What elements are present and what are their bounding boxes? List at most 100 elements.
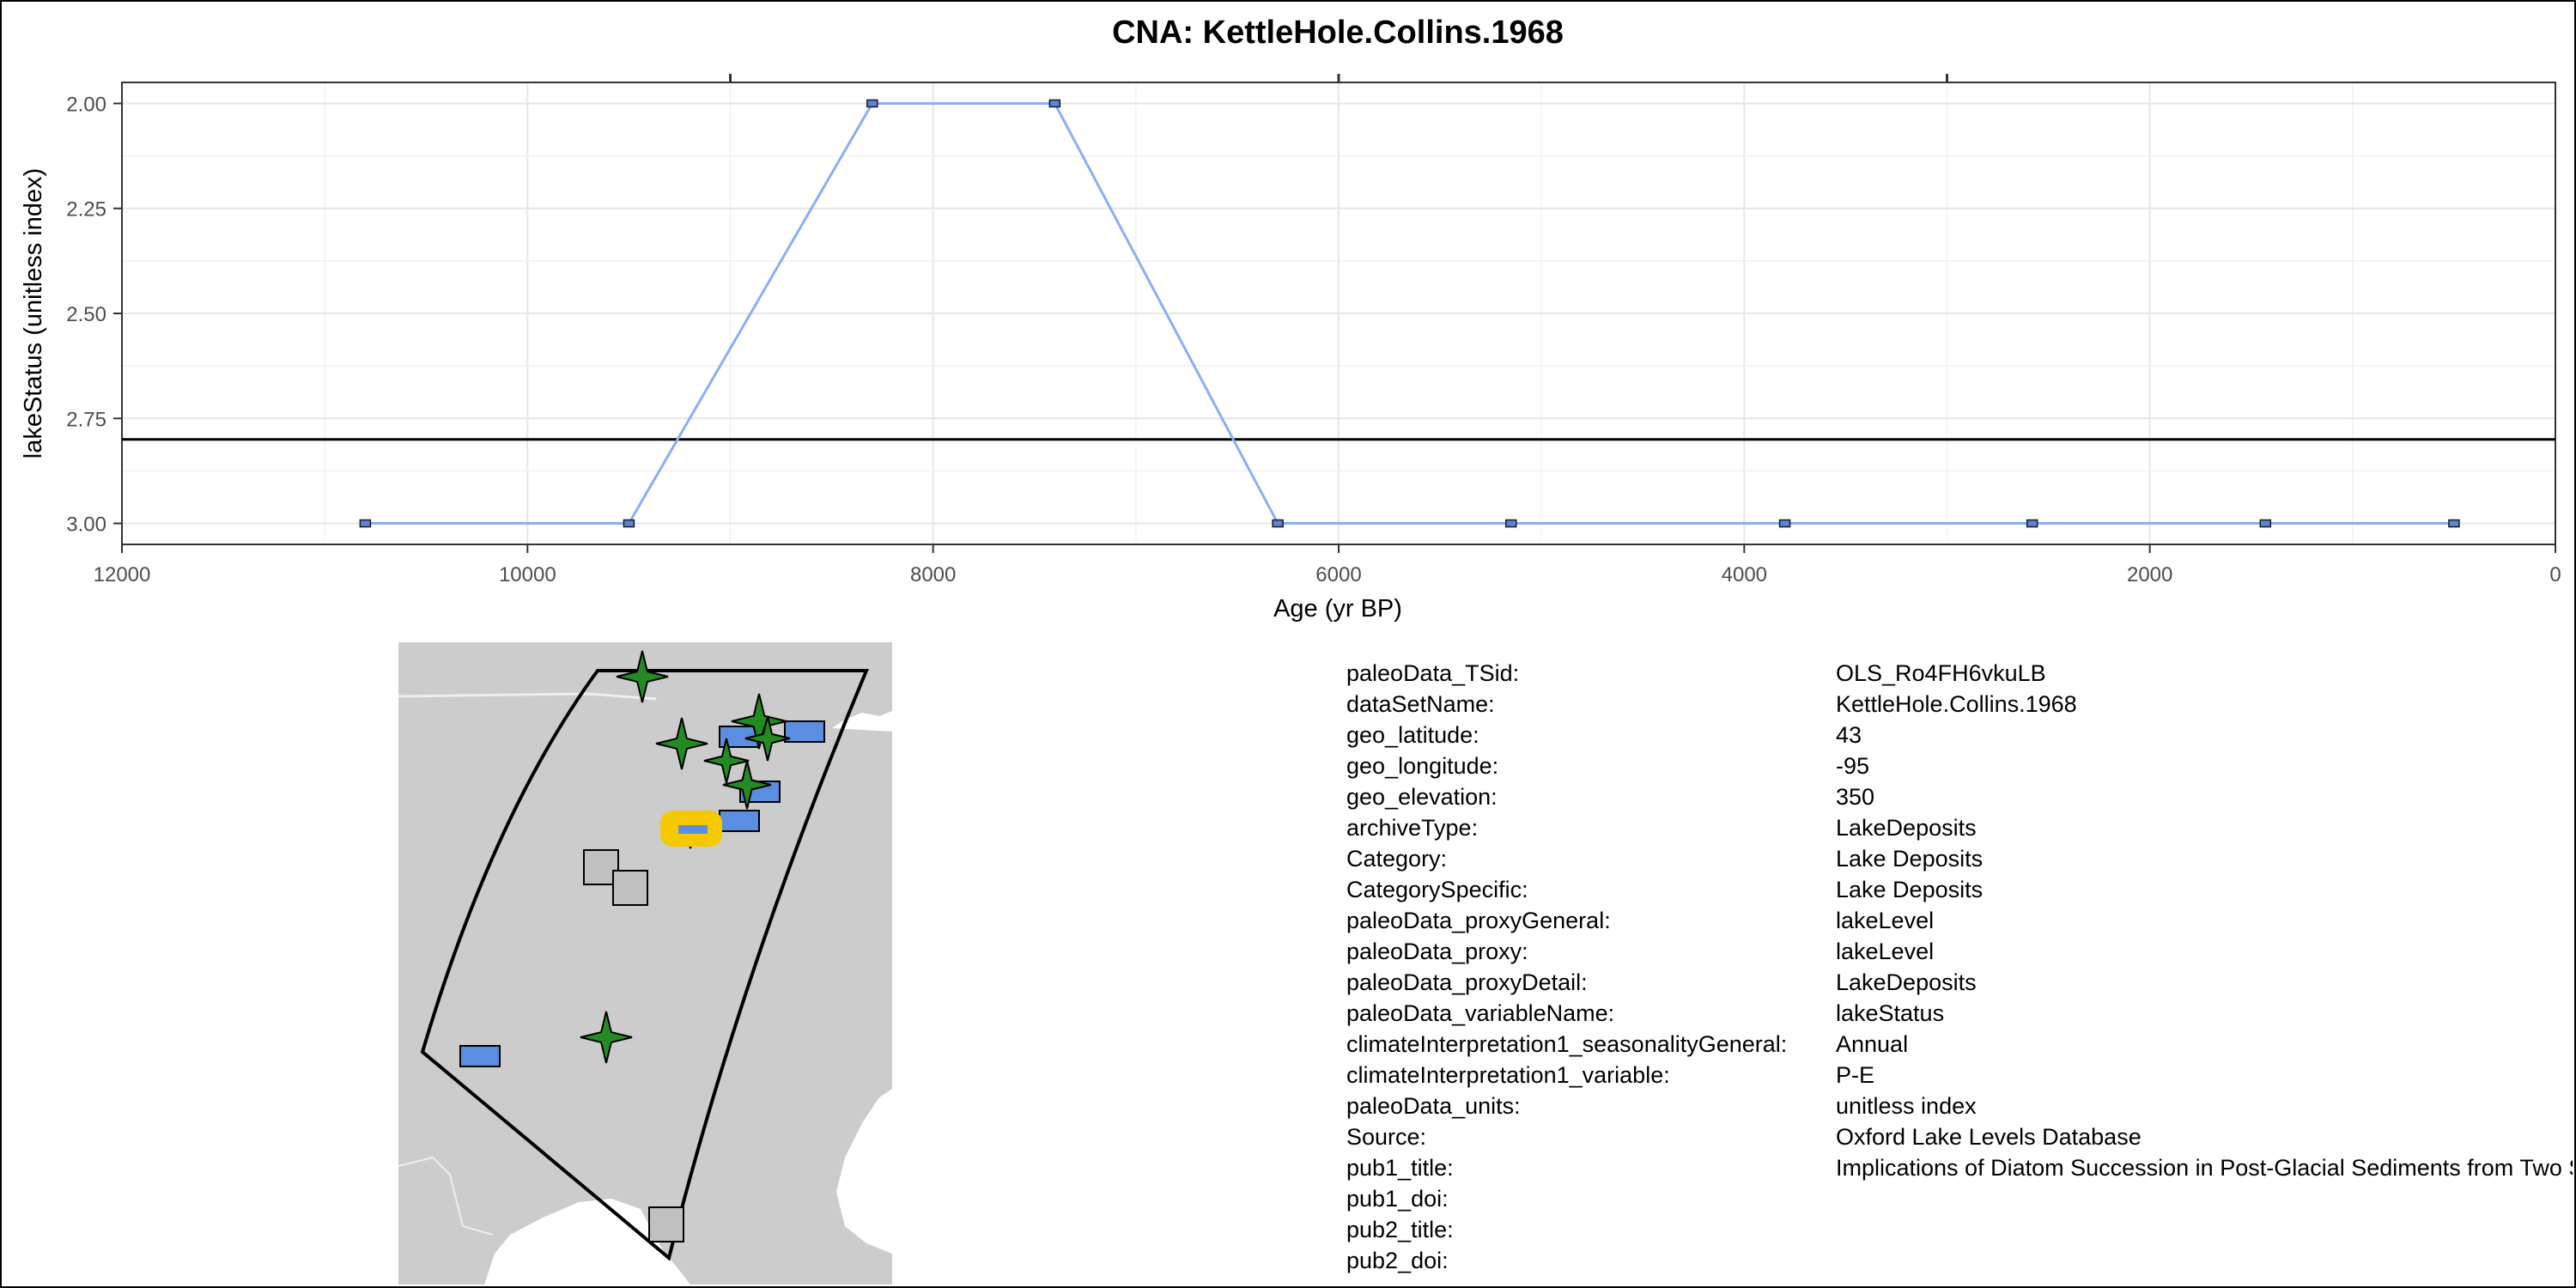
map-land xyxy=(398,642,892,1285)
metadata-value: unitless index xyxy=(1836,1093,1977,1119)
blue-rect-marker xyxy=(784,720,825,743)
metadata-value: KettleHole.Collins.1968 xyxy=(1836,691,2077,717)
metadata-value: P-E xyxy=(1836,1062,1875,1088)
metadata-row: paleoData_proxyGeneral: lakeLevel xyxy=(1346,905,2573,936)
map-border-line xyxy=(398,692,657,701)
map-water-north xyxy=(832,711,892,732)
metadata-value: 43 xyxy=(1836,722,1862,748)
green-star-marker xyxy=(722,760,772,810)
metadata-value: 350 xyxy=(1836,784,1875,810)
y-axis-label: lakeStatus (unitless index) xyxy=(20,168,47,459)
metadata-value: Oxford Lake Levels Database xyxy=(1836,1124,2142,1150)
blue-rect-marker xyxy=(459,1045,501,1067)
metadata-key: paleoData_TSid: xyxy=(1346,660,1520,686)
metadata-value: lakeLevel xyxy=(1836,939,1935,964)
green-star-marker xyxy=(655,717,708,770)
x-tick-label: 6000 xyxy=(1315,563,1361,586)
x-tick-label: 8000 xyxy=(910,563,956,586)
metadata-key: pub2_title: xyxy=(1346,1217,1454,1242)
data-point xyxy=(359,519,372,528)
metadata-key: pub2_doi: xyxy=(1346,1248,1449,1273)
metadata-key: CategorySpecific: xyxy=(1346,877,1528,902)
x-tick-label: 0 xyxy=(2549,563,2561,586)
gray-square-marker xyxy=(612,870,648,906)
y-tick-label: 3.00 xyxy=(66,513,106,537)
metadata-key: Category: xyxy=(1346,846,1448,872)
metadata-value: OLS_Ro4FH6vkuLB xyxy=(1836,660,2046,686)
data-point xyxy=(1504,519,1517,528)
data-point xyxy=(2026,519,2038,528)
metadata-value: Lake Deposits xyxy=(1836,877,1984,902)
metadata-row: pub2_doi: xyxy=(1346,1245,2573,1276)
green-star-marker xyxy=(580,1011,633,1064)
metadata-row: geo_longitude: -95 xyxy=(1346,750,2573,781)
lake-status-chart: CNA: KettleHole.Collins.1968 12000 10000 8… xyxy=(20,15,2561,623)
data-point xyxy=(1778,519,1791,528)
x-tick-label: 12000 xyxy=(94,563,151,586)
data-point xyxy=(1272,519,1284,528)
metadata-key: dataSetName: xyxy=(1346,691,1495,717)
metadata-row: paleoData_proxyDetail: LakeDeposits xyxy=(1346,967,2573,998)
selected-site-rect xyxy=(678,825,708,834)
gray-square-markers xyxy=(583,849,684,1242)
metadata-table: paleoData_TSid: OLS_Ro4FH6vkuLB dataSetNam… xyxy=(1346,658,2573,1285)
y-tick-label: 2.50 xyxy=(66,303,106,326)
metadata-key: paleoData_proxyDetail: xyxy=(1346,969,1588,995)
metadata-key: archiveType: xyxy=(1346,815,1479,841)
green-star-marker xyxy=(616,650,669,703)
metadata-value: -95 xyxy=(1836,753,1870,779)
metadata-row: climateInterpretation1_variable: P-E xyxy=(1346,1060,2573,1091)
data-point xyxy=(866,99,878,108)
chart-title: CNA: KettleHole.Collins.1968 xyxy=(1112,15,1564,51)
metadata-value: Annual xyxy=(1836,1031,1909,1057)
metadata-key: paleoData_units: xyxy=(1346,1093,1521,1119)
grid xyxy=(121,82,2556,544)
metadata-key: paleoData_variableName: xyxy=(1346,1000,1615,1026)
x-tick-label: 10000 xyxy=(499,563,556,586)
green-star-marker xyxy=(731,693,787,750)
metadata-row: geo_elevation: 350 xyxy=(1346,781,2573,812)
metadata-key: geo_longitude: xyxy=(1346,753,1499,779)
data-point xyxy=(2448,519,2460,528)
metadata-key: geo_elevation: xyxy=(1346,784,1498,810)
metadata-key: paleoData_proxyGeneral: xyxy=(1346,908,1611,933)
metadata-row: climateInterpretation1_seasonalityGenera… xyxy=(1346,1029,2573,1060)
axis-ticks: 12000 10000 8000 6000 4000 2000 0 2.00 2.25 2.50 2… xyxy=(66,74,2561,586)
y-tick-label: 2.75 xyxy=(66,408,106,431)
series-line xyxy=(365,101,2454,526)
green-star-marker xyxy=(744,715,791,762)
blue-rect-marker xyxy=(719,810,760,832)
map-border-line-south xyxy=(398,1156,494,1236)
data-point xyxy=(623,519,635,528)
metadata-row: pub1_title: Implications of Diatom Succes… xyxy=(1346,1152,2573,1183)
x-tick-label: 4000 xyxy=(1722,563,1767,586)
metadata-key: climateInterpretation1_variable: xyxy=(1346,1062,1670,1088)
series-markers xyxy=(359,99,2460,528)
metadata-row: paleoData_units: unitless index xyxy=(1346,1091,2573,1121)
map-water-gulf xyxy=(484,1199,690,1285)
metadata-row: paleoData_variableName: lakeStatus xyxy=(1346,998,2573,1029)
metadata-value: LakeDeposits xyxy=(1836,815,1977,841)
selected-site-marker xyxy=(660,811,722,847)
data-point xyxy=(2259,519,2272,528)
metadata-key: pub1_title: xyxy=(1346,1155,1454,1181)
y-tick-label: 2.25 xyxy=(66,198,106,222)
y-tick-label: 2.00 xyxy=(66,93,106,116)
metadata-row: archiveType: LakeDeposits xyxy=(1346,812,2573,843)
x-axis-label: Age (yr BP) xyxy=(1273,595,1402,623)
x-tick-label: 2000 xyxy=(2127,563,2172,586)
metadata-key: geo_latitude: xyxy=(1346,722,1479,748)
metadata-row: Category: Lake Deposits xyxy=(1346,843,2573,874)
metadata-row: CategorySpecific: Lake Deposits xyxy=(1346,874,2573,905)
metadata-row: Source: Oxford Lake Levels Database xyxy=(1346,1121,2573,1152)
metadata-value: lakeLevel xyxy=(1836,908,1935,933)
metadata-key: paleoData_proxy: xyxy=(1346,939,1528,964)
data-point xyxy=(1048,99,1061,108)
metadata-key: Source: xyxy=(1346,1124,1427,1150)
metadata-value: lakeStatus xyxy=(1836,1000,1945,1026)
metadata-value: Lake Deposits xyxy=(1836,846,1984,872)
metadata-row: geo_latitude: 43 xyxy=(1346,720,2573,750)
metadata-row: pub2_title: xyxy=(1346,1214,2573,1245)
metadata-row: dataSetName: KettleHole.Collins.1968 xyxy=(1346,689,2573,720)
